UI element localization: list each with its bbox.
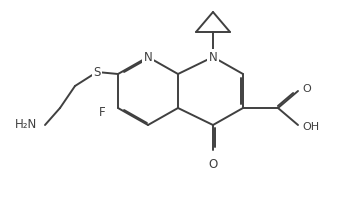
- Text: N: N: [209, 50, 218, 63]
- Text: N: N: [144, 50, 152, 63]
- Text: O: O: [302, 84, 311, 94]
- Text: OH: OH: [302, 122, 319, 132]
- Text: F: F: [99, 105, 105, 118]
- Text: O: O: [208, 158, 218, 171]
- Text: H₂N: H₂N: [15, 118, 37, 131]
- Text: S: S: [93, 66, 101, 78]
